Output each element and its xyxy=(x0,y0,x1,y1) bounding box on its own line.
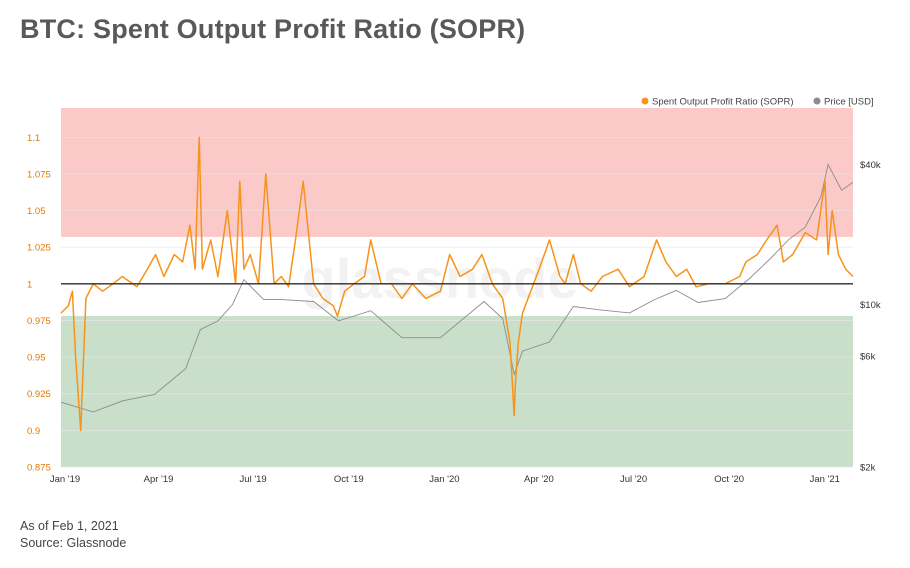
y-right-tick-label: $10k xyxy=(860,300,881,311)
zone-bands xyxy=(61,108,853,467)
legend-swatch-sopr xyxy=(641,97,649,105)
x-axis-ticks: Jan '19 Apr '19 Jul '19 Oct '19 Jan '20 Apr '… xyxy=(50,474,840,485)
y-right-tick-label: $6k xyxy=(860,352,876,363)
band-loss-zone xyxy=(61,316,853,467)
y-left-tick-label: 0.9 xyxy=(27,426,40,437)
x-tick-label: Oct '19 xyxy=(334,474,364,485)
y-left-tick-label: 1.05 xyxy=(27,206,46,217)
y-left-tick-label: 1.075 xyxy=(27,169,51,180)
y-left-tick-label: 1.1 xyxy=(27,133,40,144)
y-left-tick-label: 1 xyxy=(27,279,32,290)
x-tick-label: Apr '20 xyxy=(524,474,554,485)
x-tick-label: Jan '19 xyxy=(50,474,80,485)
legend: Spent Output Profit Ratio (SOPR) Price [… xyxy=(641,97,874,108)
grid-lines xyxy=(61,136,853,468)
y-left-tick-label: 0.975 xyxy=(27,316,51,327)
legend-swatch-price xyxy=(813,97,821,105)
watermark: glassnode xyxy=(302,247,579,310)
legend-label-sopr: Spent Output Profit Ratio (SOPR) xyxy=(652,97,794,108)
legend-label-price: Price [USD] xyxy=(824,97,874,108)
x-tick-label: Jan '20 xyxy=(429,474,459,485)
sopr-chart: glassnode 0.875 0.9 0.925 0.95 0.975 1 1.025 1.… xyxy=(27,97,881,486)
right-axis-ticks: $2k $6k $10k $40k xyxy=(860,160,881,473)
x-tick-label: Jul '20 xyxy=(620,474,647,485)
footer: As of Feb 1, 2021 Source: Glassnode xyxy=(20,518,126,552)
y-left-tick-label: 1.025 xyxy=(27,243,51,254)
x-tick-label: Jan '21 xyxy=(810,474,840,485)
left-axis-ticks: 0.875 0.9 0.925 0.95 0.975 1 1.025 1.05 1.075 1.1 xyxy=(27,133,51,474)
x-tick-label: Jul '19 xyxy=(240,474,267,485)
y-right-tick-label: $2k xyxy=(860,463,876,474)
y-right-tick-label: $40k xyxy=(860,160,881,171)
source-note: Source: Glassnode xyxy=(20,536,127,550)
y-left-tick-label: 0.925 xyxy=(27,389,51,400)
x-tick-label: Oct '20 xyxy=(714,474,744,485)
price-series-line xyxy=(60,163,854,413)
x-tick-label: Apr '19 xyxy=(144,474,174,485)
y-left-tick-label: 0.95 xyxy=(27,353,46,364)
as-of-date: As of Feb 1, 2021 xyxy=(20,519,119,533)
band-profit-zone xyxy=(61,108,853,237)
y-left-tick-label: 0.875 xyxy=(27,463,51,474)
page-title: BTC: Spent Output Profit Ratio (SOPR) xyxy=(20,14,526,44)
